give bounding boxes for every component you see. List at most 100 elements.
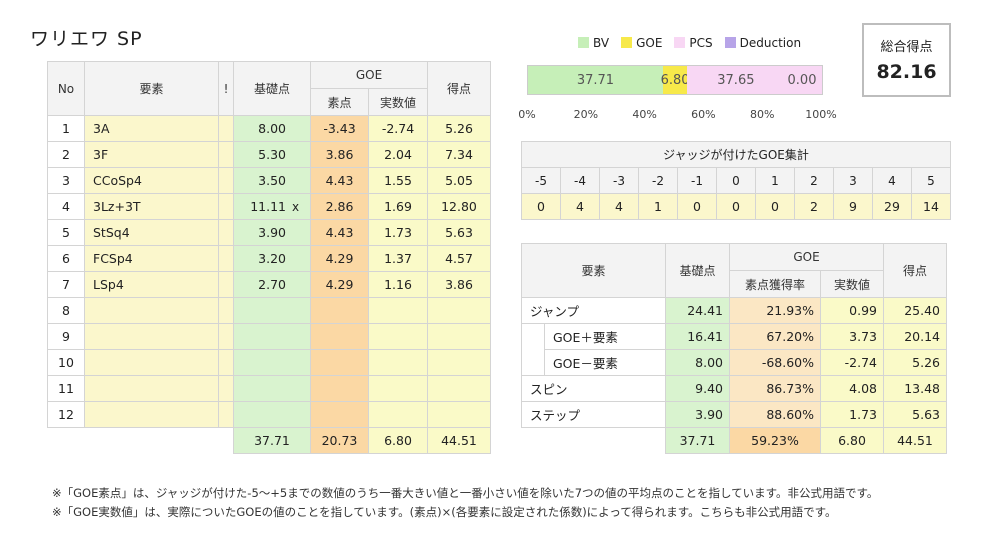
legend-item: PCS [674,36,713,50]
total-score-label: 総合得点 [880,40,933,55]
row-element [84,297,219,324]
summary-total-rate: 59.23% [729,427,821,454]
row-flag [218,245,234,272]
header-goe: GOE [310,61,428,89]
summary-header-goe: GOE [729,243,884,271]
judge-grade: 5 [911,167,951,194]
row-no: 3 [47,167,85,194]
footnotes: ※「GOE素点」は、ジャッジが付けた-5～+5までの数値のうち一番大きい値と一番… [52,484,878,522]
row-score [427,401,491,428]
judge-grade: -5 [521,167,561,194]
judge-count: 0 [755,193,795,220]
summary-actual: -2.74 [820,349,884,376]
judge-grade: 2 [794,167,834,194]
summary-rate: -68.60% [729,349,821,376]
bar-segment: 37.65 [687,66,782,94]
row-no: 1 [47,115,85,142]
axis-tick: 0% [518,108,536,121]
row-flag [218,401,234,428]
summary-row: GOE＋要素 16.41 67.20% 3.73 20.14 [521,323,947,350]
legend-swatch [724,37,736,48]
judge-count: 2 [794,193,834,220]
legend-swatch [674,37,686,48]
summary-indent [521,323,545,350]
judge-count: 9 [833,193,873,220]
header-goe-raw: 素点 [310,88,369,116]
row-no: 8 [47,297,85,324]
judge-grade: -4 [560,167,600,194]
legend-item: Deduction [724,36,801,50]
row-goe-actual [368,401,428,428]
axis-tick: 80% [749,108,775,121]
table-row: 9 [47,323,491,350]
row-element [84,375,219,402]
legend-swatch [578,37,589,48]
row-base-mark [292,401,311,428]
row-goe-actual [368,349,428,376]
legend-item: GOE [621,36,662,50]
table-row: 5 StSq4 3.90 4.43 1.73 5.63 [47,219,491,246]
summary-rate: 86.73% [729,375,821,402]
axis-tick: 40% [632,108,657,121]
row-base: 8.00 [233,115,292,142]
summary-label: ジャンプ [521,297,666,324]
summary-total-score: 44.51 [883,427,947,454]
summary-score: 13.48 [883,375,947,402]
row-base [233,349,292,376]
row-base: 5.30 [233,141,292,168]
axis-tick: 20% [573,108,599,121]
row-goe-raw [310,349,369,376]
axis-tick: 100% [805,108,837,121]
summary-label: スピン [521,375,666,402]
judge-goe-title: ジャッジが付けたGOE集計 [521,141,951,168]
table-row: 2 3F 5.30 3.86 2.04 7.34 [47,141,491,168]
row-goe-actual: 1.73 [368,219,428,246]
row-score [427,297,491,324]
summary-table: 要素 基礎点 GOE 得点 素点獲得率 実数値 ジャンプ 24.41 21.93% 0… [521,243,947,454]
summary-row: ジャンプ 24.41 21.93% 0.99 25.40 [521,297,947,324]
bar-legend: BV GOE PCS Deduction [578,36,801,50]
row-element: 3F [84,141,219,168]
summary-total-base: 37.71 [665,427,730,454]
row-base [233,401,292,428]
summary-header-element: 要素 [521,243,666,298]
row-score: 5.26 [427,115,491,142]
row-score: 3.86 [427,271,491,298]
row-element [84,401,219,428]
summary-rate: 67.20% [729,323,821,350]
footnote-goe-actual: ※「GOE実数値」は、実際についたGOEの値のことを指しています。(素点)×(各… [52,505,837,519]
row-base: 11.11 [233,193,292,220]
row-flag [218,271,234,298]
row-base: 3.90 [233,219,292,246]
row-goe-raw [310,297,369,324]
row-base-mark [292,219,311,246]
row-element [84,349,219,376]
row-flag [218,115,234,142]
row-base-mark: x [292,193,311,220]
row-flag [218,349,234,376]
row-flag [218,297,234,324]
row-base-mark [292,141,311,168]
header-score: 得点 [427,61,491,116]
table-row: 3 CCoSp4 3.50 4.43 1.55 5.05 [47,167,491,194]
header-base: 基礎点 [233,61,311,116]
table-row: 12 [47,401,491,428]
summary-header-score: 得点 [883,243,947,298]
row-flag [218,375,234,402]
row-goe-raw [310,401,369,428]
judge-count: 14 [911,193,951,220]
summary-actual: 1.73 [820,401,884,428]
row-score: 5.05 [427,167,491,194]
summary-header-rate: 素点獲得率 [729,270,821,298]
row-no: 2 [47,141,85,168]
total-score-box: 総合得点 82.16 [862,23,951,97]
total-score-value: 82.16 [876,61,937,83]
row-base [233,375,292,402]
table-row: 7 LSp4 2.70 4.29 1.16 3.86 [47,271,491,298]
row-flag [218,219,234,246]
judge-count: 4 [599,193,639,220]
summary-base: 3.90 [665,401,730,428]
row-goe-actual: 2.04 [368,141,428,168]
summary-base: 9.40 [665,375,730,402]
